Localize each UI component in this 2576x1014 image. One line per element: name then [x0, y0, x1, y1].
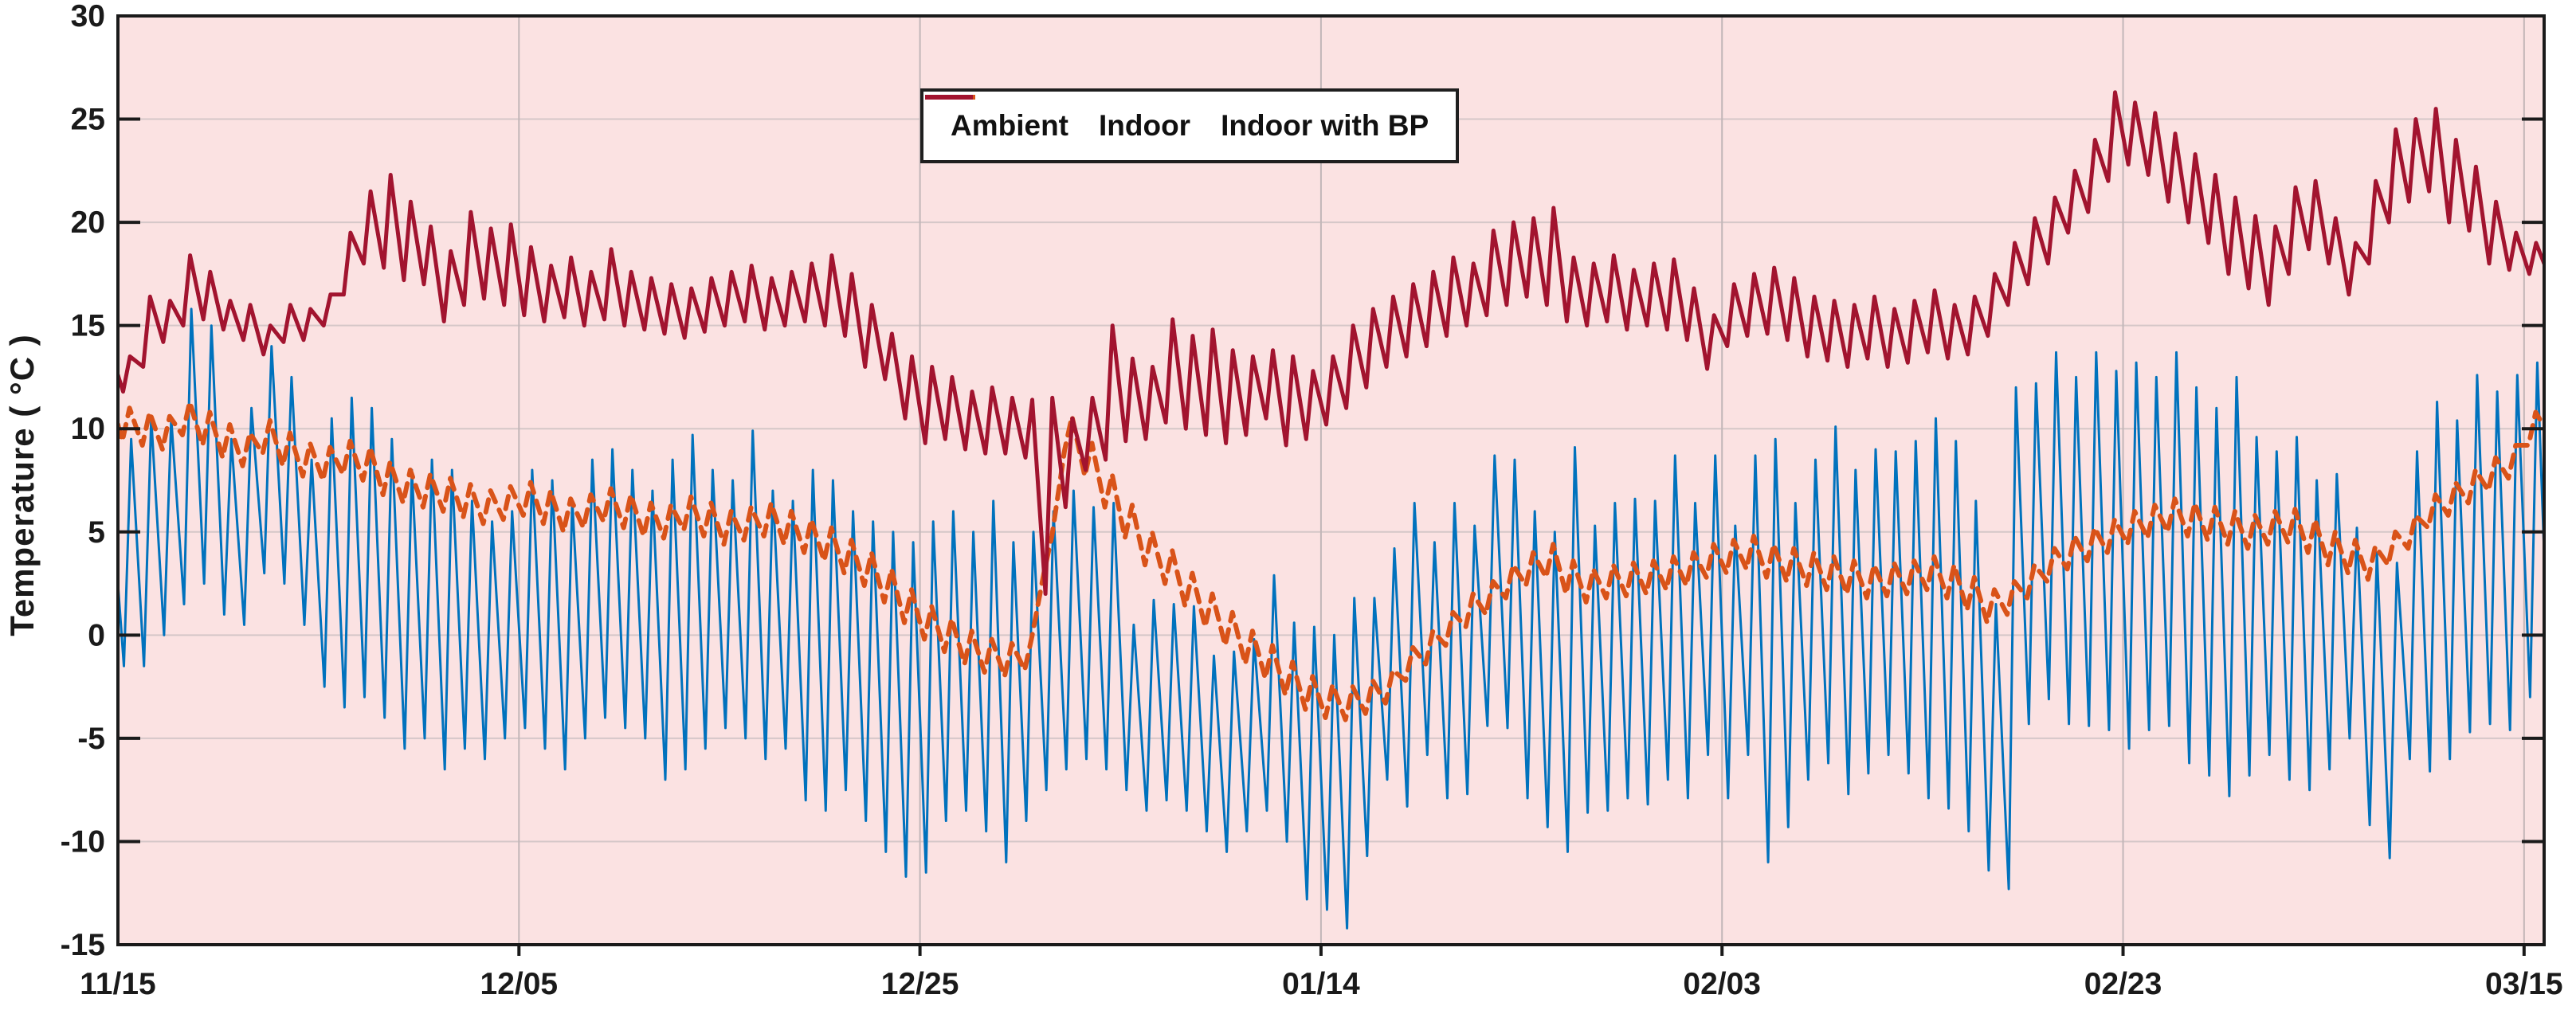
x-tick-label: 02/03 [1683, 967, 1761, 1001]
series-indoor-with-bp [118, 90, 2544, 596]
x-tick-label: 11/15 [80, 967, 155, 1001]
y-axis-label: Temperature ( °C ) [3, 334, 41, 636]
x-tick-label: 03/15 [2485, 967, 2563, 1001]
y-tick-label: 15 [71, 309, 105, 343]
y-tick-label: 20 [71, 206, 105, 240]
series-ambient [118, 307, 2544, 930]
y-tick-label: 0 [88, 618, 105, 652]
y-tick-label: 30 [71, 0, 105, 33]
y-tick-label: 5 [88, 515, 105, 550]
legend-label-ambient: Ambient [951, 109, 1068, 142]
y-tick-label: 10 [71, 412, 105, 446]
x-tick-label: 01/14 [1282, 967, 1360, 1001]
axes-box [116, 14, 2546, 946]
legend-label-indoor-bp: Indoor with BP [1221, 109, 1429, 142]
legend-label-indoor: Indoor [1099, 109, 1191, 142]
legend-item-indoor: Indoor [925, 95, 1191, 143]
x-tick-label: 12/25 [881, 967, 959, 1001]
legend-item-indoor-bp: Indoor with BP [925, 95, 1429, 143]
legend: Ambient Indoor Indoor with BP [920, 88, 1460, 163]
y-tick-label: -10 [61, 824, 105, 859]
indoor-bp-line-sample-icon [925, 95, 973, 100]
y-tick-label: -15 [61, 928, 105, 962]
series-indoor [118, 399, 2544, 722]
y-tick-label: -5 [77, 722, 105, 756]
y-tick-label: 25 [71, 103, 105, 137]
x-tick-label: 02/23 [2084, 967, 2162, 1001]
x-tick-label: 12/05 [480, 967, 559, 1001]
legend-item-ambient: Ambient [925, 95, 1068, 143]
